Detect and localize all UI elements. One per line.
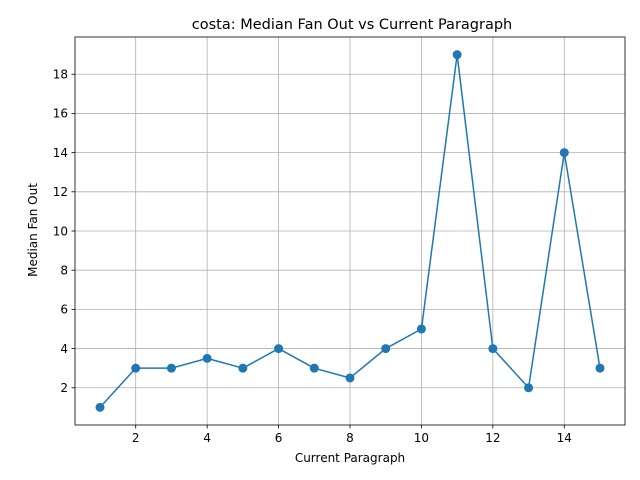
data-point xyxy=(524,383,534,393)
data-point xyxy=(345,373,355,383)
data-point xyxy=(166,363,176,373)
grid xyxy=(75,37,625,425)
x-tick-label: 14 xyxy=(557,431,572,445)
y-tick-label: 8 xyxy=(60,263,68,277)
data-point xyxy=(595,363,605,373)
data-point xyxy=(309,363,319,373)
y-tick-label: 18 xyxy=(53,68,68,82)
y-tick-label: 14 xyxy=(53,146,68,160)
data-point xyxy=(381,344,391,354)
data-point xyxy=(274,344,284,354)
data-point xyxy=(559,148,569,158)
x-tick-label: 4 xyxy=(203,431,211,445)
data-point xyxy=(131,363,141,373)
x-axis-label: Current Paragraph xyxy=(295,451,405,465)
data-point xyxy=(95,402,105,412)
x-tick-label: 8 xyxy=(346,431,354,445)
y-tick-label: 2 xyxy=(60,381,68,395)
x-tick-label: 6 xyxy=(275,431,283,445)
y-tick-label: 16 xyxy=(53,107,68,121)
data-point xyxy=(488,344,498,354)
y-tick-label: 12 xyxy=(53,185,68,199)
data-point xyxy=(202,353,212,363)
x-tick-label: 12 xyxy=(485,431,500,445)
y-axis-label: Median Fan Out xyxy=(26,183,40,277)
y-tick-label: 6 xyxy=(60,303,68,317)
axis-ticks: 2 4 6 8 10 12 14 2 4 6 8 10 12 14 16 18 xyxy=(53,68,572,445)
data-point xyxy=(416,324,426,334)
series-layer xyxy=(95,50,605,412)
y-tick-label: 10 xyxy=(53,224,68,238)
y-tick-label: 4 xyxy=(60,342,68,356)
chart-title: costa: Median Fan Out vs Current Paragra… xyxy=(192,17,513,33)
x-tick-label: 2 xyxy=(132,431,140,445)
data-point xyxy=(452,50,462,60)
x-tick-label: 10 xyxy=(414,431,429,445)
data-point xyxy=(238,363,248,373)
